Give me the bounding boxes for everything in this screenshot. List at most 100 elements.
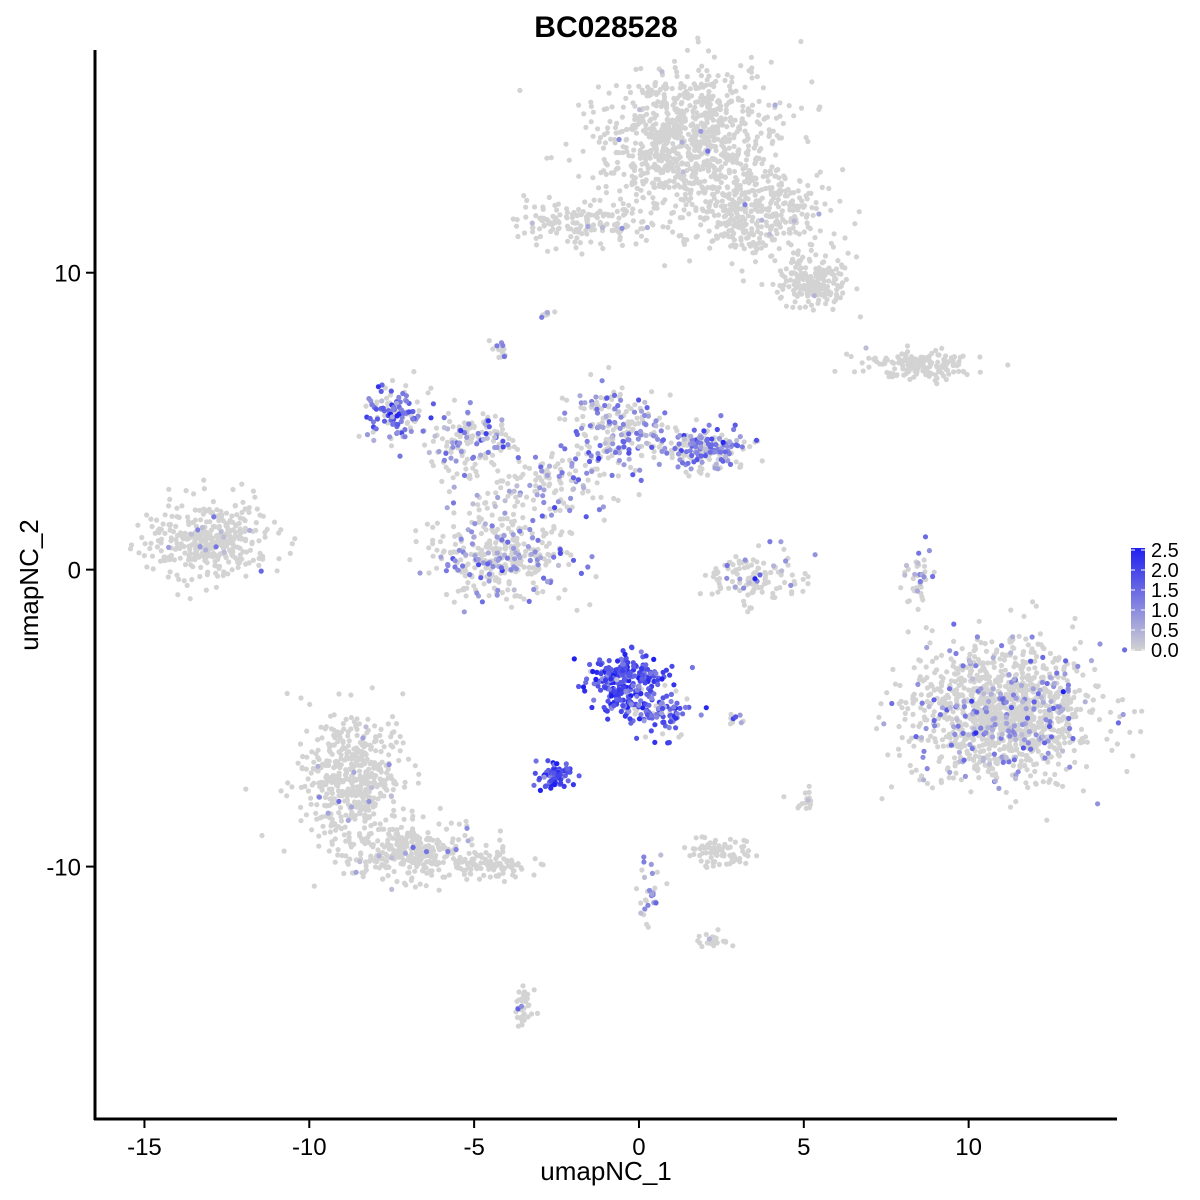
cell-point	[426, 570, 432, 576]
cell-point	[692, 147, 698, 153]
cell-point	[420, 868, 426, 874]
cell-point	[783, 303, 790, 309]
cell-point	[629, 153, 636, 159]
cell-point	[484, 505, 490, 511]
cell-point	[262, 534, 268, 540]
cell-point	[166, 486, 172, 492]
cell-point	[352, 812, 359, 819]
cell-point	[956, 368, 962, 374]
cell-point	[717, 584, 723, 590]
cell-point	[285, 780, 291, 786]
cell-point	[678, 232, 684, 239]
cell-point	[613, 130, 619, 136]
cell-point	[954, 697, 960, 703]
cell-point	[556, 595, 562, 601]
cell-point	[731, 143, 737, 149]
cell-point	[233, 522, 239, 528]
cell-point	[971, 648, 977, 654]
cell-point	[665, 139, 671, 145]
cell-point	[940, 696, 946, 702]
cell-point	[710, 574, 717, 580]
cell-point	[663, 104, 670, 110]
cell-point	[574, 607, 580, 613]
cell-point	[372, 803, 378, 809]
cell-point	[451, 599, 457, 605]
cell-point	[798, 257, 804, 264]
cell-point	[760, 85, 767, 91]
cell-point	[458, 557, 464, 563]
cell-point	[356, 799, 362, 805]
cell-point	[227, 517, 233, 524]
cell-point	[750, 239, 756, 246]
cell-point	[476, 507, 482, 513]
cell-point	[798, 38, 804, 45]
cell-point	[709, 191, 716, 197]
cell-point	[331, 742, 337, 748]
cell-point	[236, 560, 242, 566]
cell-point	[181, 578, 187, 584]
cell-point	[387, 392, 394, 398]
cell-point	[388, 443, 395, 449]
cell-point	[890, 666, 896, 673]
cell-point	[305, 776, 311, 782]
cell-point	[730, 152, 736, 158]
cell-point	[800, 576, 806, 582]
cell-point	[505, 525, 511, 532]
cell-point	[391, 868, 397, 875]
cell-point	[661, 98, 667, 104]
cell-point	[714, 188, 721, 195]
cell-point	[135, 522, 141, 528]
cell-point	[375, 847, 381, 853]
cell-point	[588, 103, 595, 109]
cell-point	[992, 708, 999, 714]
cell-point	[1124, 768, 1130, 775]
cell-point	[553, 246, 559, 252]
cell-point	[463, 818, 469, 824]
cell-point	[801, 203, 808, 209]
cell-point	[190, 564, 196, 570]
cell-point	[328, 713, 334, 719]
cell-point	[249, 539, 255, 545]
cell-point	[744, 172, 750, 178]
cell-point	[579, 251, 585, 257]
cell-point	[357, 831, 363, 837]
cell-point	[674, 192, 680, 198]
cell-point	[550, 226, 556, 232]
cell-point	[790, 250, 797, 256]
cell-point	[1071, 747, 1077, 754]
cell-point	[189, 576, 195, 583]
cell-point	[659, 102, 665, 108]
cell-point	[600, 245, 606, 252]
cell-point	[959, 692, 965, 698]
cell-point	[505, 493, 511, 499]
cell-point	[162, 512, 168, 518]
cell-point	[477, 551, 483, 557]
cell-point	[232, 503, 238, 509]
cell-point	[722, 77, 728, 83]
cell-point	[977, 712, 983, 718]
cell-point	[785, 562, 791, 568]
cell-point	[409, 816, 416, 822]
cell-point	[741, 602, 748, 608]
cell-point	[173, 537, 179, 543]
cell-point	[631, 147, 637, 153]
cell-point	[264, 526, 270, 532]
cell-point	[336, 749, 342, 755]
cell-point	[749, 187, 755, 194]
cell-point	[941, 714, 947, 721]
cell-point	[900, 363, 906, 369]
cell-point	[601, 156, 607, 163]
cell-point	[377, 732, 383, 739]
cell-point	[889, 374, 895, 380]
cell-point	[366, 839, 372, 846]
cell-point	[696, 190, 702, 196]
cell-point	[368, 744, 374, 750]
cell-point	[766, 127, 772, 133]
cell-point	[1025, 672, 1031, 679]
cell-point	[711, 137, 717, 143]
cell-point	[752, 161, 758, 167]
cell-point	[465, 561, 471, 567]
cell-point	[851, 369, 858, 375]
cell-point	[725, 185, 731, 191]
cell-point	[166, 503, 172, 509]
